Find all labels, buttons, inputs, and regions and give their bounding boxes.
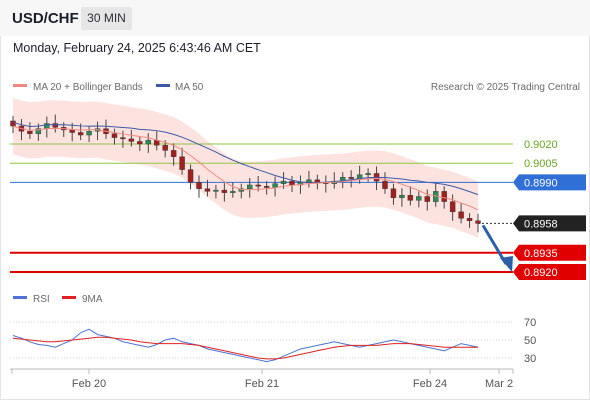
- ma20-line: [12, 125, 479, 211]
- level-tag-0.8935: [513, 244, 586, 261]
- candle-body: [230, 191, 236, 193]
- x-tick-label: Feb 21: [245, 378, 279, 390]
- candle-body: [458, 211, 464, 219]
- candle-body: [382, 180, 388, 189]
- candle-body: [196, 182, 202, 189]
- rsi-tick-label: 50: [524, 335, 536, 347]
- candle-body: [179, 156, 185, 170]
- level-label-0.9020: 0.9020: [524, 139, 558, 151]
- candle-body: [204, 188, 211, 192]
- candle-body: [213, 189, 219, 192]
- candle-body: [69, 129, 75, 133]
- candle-body: [145, 139, 151, 145]
- candle-body: [390, 188, 397, 198]
- candle-body: [86, 130, 92, 136]
- candle-body: [365, 173, 371, 175]
- forecast-arrow-head: [500, 256, 513, 272]
- candle-body: [399, 194, 405, 198]
- candle-body: [272, 183, 278, 188]
- candle-body: [280, 180, 287, 184]
- candle-body: [263, 186, 270, 188]
- ma50-legend-label: MA 50: [175, 82, 204, 93]
- level-tag-0.8990: [513, 174, 586, 191]
- timeframe-badge[interactable]: 30 MIN: [81, 7, 132, 30]
- credit-text: Research © 2025 Trading Central: [431, 82, 580, 93]
- level-label-0.8920: 0.8920: [524, 267, 558, 279]
- candle-body: [238, 188, 244, 192]
- bb-legend-label: MA 20 + Bollinger Bands: [33, 82, 143, 93]
- candle-body: [441, 191, 447, 202]
- candle-body: [289, 180, 295, 186]
- rsi-ma-legend-label: 9MA: [82, 294, 103, 305]
- candle-body: [187, 169, 194, 183]
- candle-body: [466, 218, 473, 222]
- candle-body: [407, 194, 414, 201]
- candle-body: [221, 189, 228, 193]
- bollinger-band-area: [13, 97, 478, 238]
- level-label-0.9005: 0.9005: [524, 158, 558, 170]
- x-tick-label: Feb 24: [413, 378, 447, 390]
- ma50-line: [12, 121, 479, 196]
- level-tag-0.8920: [513, 264, 586, 280]
- ma50-legend-swatch: [156, 84, 170, 87]
- level-tag-0.8958: [513, 215, 586, 232]
- rsi-line: [12, 328, 479, 363]
- candle-body: [128, 138, 135, 142]
- candle-body: [475, 220, 481, 224]
- level-label-0.8935: 0.8935: [524, 248, 558, 260]
- rsi-legend-label: RSI: [33, 294, 50, 305]
- level-label-0.8990: 0.8990: [524, 177, 558, 189]
- level-label-0.8958: 0.8958: [524, 218, 558, 230]
- chart-datetime: Monday, February 24, 2025 6:43:46 AM CET: [13, 41, 261, 55]
- symbol-title: USD/CHF: [12, 10, 79, 27]
- bollinger-bands: [13, 97, 478, 238]
- candle-body: [52, 123, 58, 128]
- rsi-panel: 70 50 30: [10, 317, 536, 365]
- rsi-ma-line: [12, 336, 478, 360]
- moving-averages: [12, 121, 479, 211]
- candle-body: [297, 182, 304, 186]
- candle-body: [449, 201, 456, 213]
- candle-body: [170, 150, 177, 157]
- candle-body: [137, 141, 143, 145]
- candle-body: [10, 120, 16, 127]
- chart-header: USD/CHF 30 MIN: [0, 0, 590, 36]
- candle-body: [255, 184, 261, 187]
- rsi-legend-swatch: [13, 296, 27, 299]
- candle-body: [162, 145, 168, 151]
- candle-body: [77, 132, 84, 136]
- forecast-arrow: [481, 224, 513, 272]
- candle-body: [424, 196, 430, 202]
- rsi-ma-legend-swatch: [62, 296, 76, 299]
- candle-body: [27, 130, 33, 134]
- rsi-tick-label: 70: [524, 317, 536, 329]
- candle-body: [247, 184, 253, 190]
- candle-body: [120, 137, 126, 140]
- price-level-labels: 0.9020 0.9005 0.8990 0.8958 0.8935 0.8920: [513, 139, 586, 280]
- bb-legend-swatch: [13, 84, 27, 87]
- candle-body: [348, 177, 354, 179]
- x-tick-label: Mar 2: [485, 378, 513, 390]
- x-axis: Feb 20 Feb 21 Feb 24 Mar 2: [11, 369, 514, 390]
- forecast-arrow-shaft: [481, 224, 508, 265]
- rsi-tick-label: 30: [524, 353, 536, 365]
- candle-body: [111, 133, 118, 138]
- candle-body: [416, 196, 422, 201]
- x-tick-label: Feb 20: [72, 378, 106, 390]
- candle-body: [35, 128, 42, 134]
